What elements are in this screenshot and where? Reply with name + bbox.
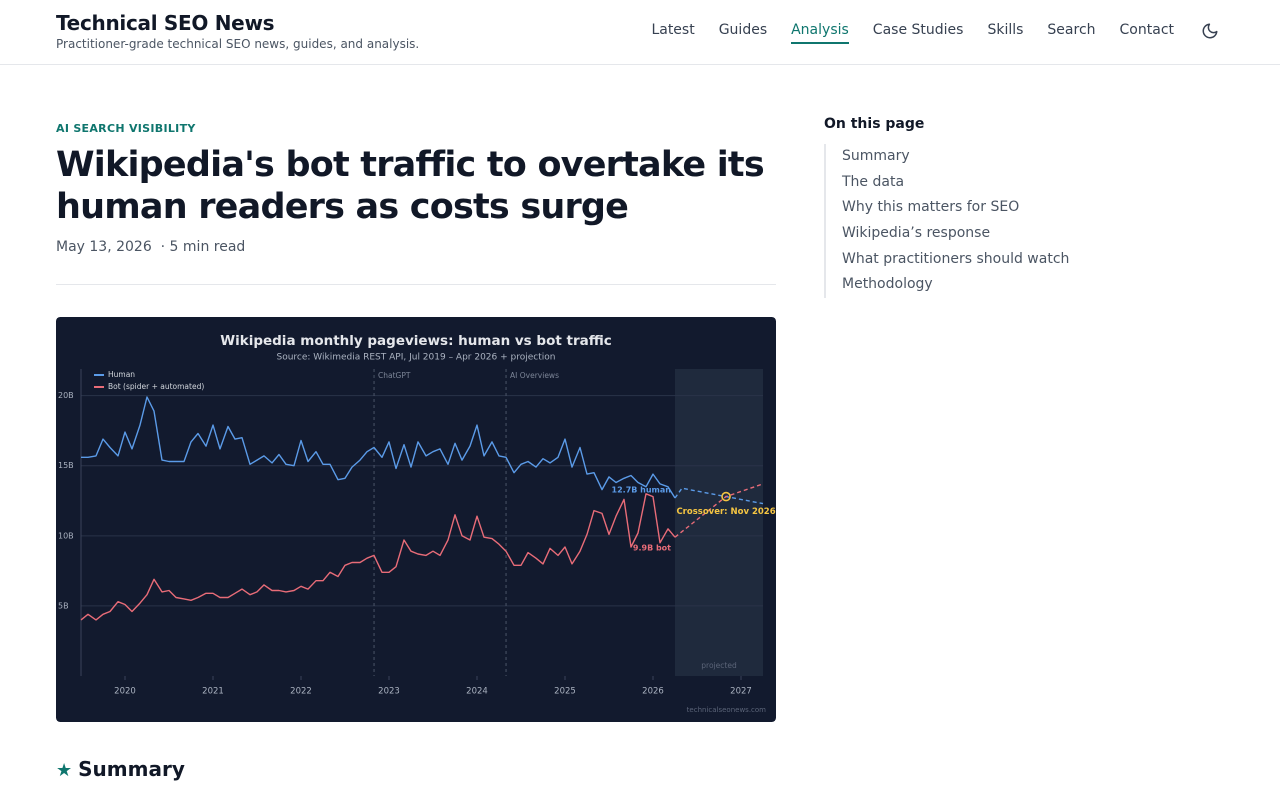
nav-link[interactable]: Latest	[651, 22, 695, 38]
toc-link[interactable]: Methodology	[842, 276, 933, 293]
toc-link[interactable]: What practitioners should watch	[842, 250, 1070, 267]
nav-link[interactable]: Contact	[1119, 22, 1174, 38]
end-label: 12.7B human	[612, 485, 672, 494]
toc-link[interactable]: Summary	[842, 148, 910, 164]
projection-label: projected	[701, 661, 737, 670]
toc-title: On this page	[824, 116, 925, 132]
x-tick-label: 2021	[202, 687, 224, 697]
nav-link[interactable]: Analysis	[791, 22, 849, 44]
toc-link[interactable]: Why this matters for SEO	[842, 199, 1020, 216]
date: May 13, 2026	[56, 239, 152, 255]
tagline: Practitioner-grade technical SEO news, g…	[56, 37, 420, 51]
event-label: ChatGPT	[378, 371, 411, 380]
nav-link[interactable]: Case Studies	[872, 22, 964, 38]
y-tick-label: 15B	[58, 461, 74, 470]
x-tick-label: 2024	[466, 687, 488, 697]
x-tick-label: 2027	[730, 687, 752, 697]
theme-toggle[interactable]	[1201, 22, 1219, 40]
toc-link[interactable]: Wikipedia’s response	[842, 225, 991, 242]
chart-background	[56, 317, 776, 722]
main-nav: Latest Guides Analysis Case Studies Skills Se…	[651, 22, 1174, 44]
x-tick-label: 2022	[290, 687, 312, 697]
toc-list: Summary The data Why this matters for SEO W…	[824, 144, 1070, 299]
divider	[56, 284, 776, 285]
chart-credit: technicalseonews.com	[687, 706, 767, 714]
y-tick-label: 10B	[58, 531, 74, 540]
nav-link[interactable]: Guides	[718, 22, 768, 38]
chart-subtitle: Source: Wikimedia REST API, Jul 2019 – A…	[277, 353, 556, 363]
section-heading: ★ Summary	[56, 757, 185, 781]
crossover-marker	[721, 491, 731, 502]
legend-label: Human	[108, 370, 135, 379]
crossover-label: Crossover: Nov 2026	[676, 507, 775, 517]
star-icon: ★	[56, 760, 73, 781]
end-label: 9.9B bot	[633, 544, 671, 553]
series-line	[80, 493, 676, 621]
chart: Wikipedia monthly pageviews: human vs bo…	[56, 317, 776, 722]
projection-line	[674, 483, 764, 538]
site-header: Technical SEO News Practitioner-grade te…	[0, 0, 1280, 65]
projection-region	[675, 369, 763, 676]
x-tick-label: 2025	[554, 687, 576, 697]
x-tick-label: 2023	[378, 687, 400, 697]
legend-label: Bot (spider + automated)	[108, 382, 204, 391]
article-category[interactable]: AI SEARCH VISIBILITY	[56, 122, 196, 135]
chart-title: Wikipedia monthly pageviews: human vs bo…	[220, 333, 612, 349]
site-title[interactable]: Technical SEO News	[56, 11, 275, 35]
event-label: AI Overviews	[510, 371, 559, 380]
nav-link[interactable]: Search	[1047, 22, 1096, 38]
x-tick-label: 2020	[114, 687, 136, 697]
y-tick-label: 20B	[58, 391, 74, 400]
toc-link[interactable]: The data	[842, 173, 905, 190]
article-title: Wikipedia's bot traffic to overtake its …	[56, 145, 765, 227]
read-time: · 5 min read	[160, 239, 246, 255]
nav-link[interactable]: Skills	[987, 22, 1024, 38]
y-tick-label: 5B	[58, 601, 69, 610]
summary-heading: Summary	[78, 757, 185, 781]
series-line	[81, 396, 676, 499]
x-tick-label: 2026	[642, 687, 664, 697]
article-meta: May 13, 2026 · 5 min read	[56, 239, 245, 255]
